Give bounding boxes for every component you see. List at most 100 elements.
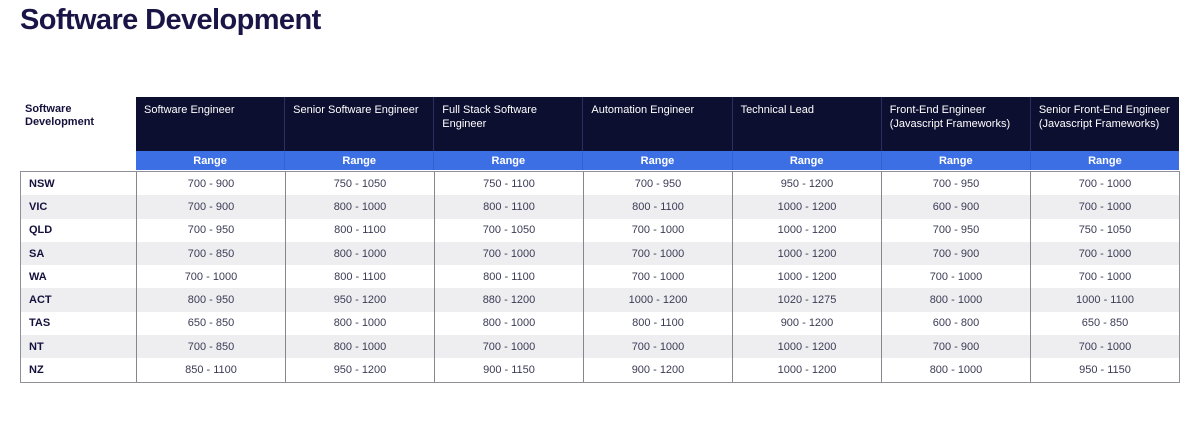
range-value-cell: 700 - 900 <box>881 335 1030 359</box>
range-subheader: Range <box>880 151 1030 170</box>
table-range-row: Range Range Range Range Range Range Range <box>20 151 1180 170</box>
region-label: QLD <box>29 224 53 237</box>
table-row: VIC 700 - 900 800 - 1000 800 - 1100 800 - 11… <box>21 195 1179 219</box>
range-value-cell: 700 - 1000 <box>1030 241 1179 266</box>
range-value-cell: 750 - 1100 <box>434 172 583 196</box>
column-header: Software Engineer <box>136 97 285 151</box>
range-value-cell: 700 - 1000 <box>583 335 732 359</box>
page-title: Software Development <box>20 4 321 36</box>
region-label: SA <box>29 247 45 260</box>
range-value-cell: 950 - 1200 <box>285 358 434 382</box>
range-value-cell: 600 - 800 <box>881 311 1030 336</box>
range-value-cell: 800 - 1100 <box>285 265 434 289</box>
table-row: ACT 800 - 950 950 - 1200 880 - 1200 1000 - 1… <box>21 288 1179 312</box>
range-value-cell: 700 - 850 <box>136 335 285 359</box>
range-value-cell: 750 - 1050 <box>285 172 434 196</box>
range-value-cell: 700 - 950 <box>583 172 732 196</box>
range-value-cell: 950 - 1200 <box>285 288 434 312</box>
range-value-cell: 800 - 1000 <box>285 311 434 336</box>
range-subheader: Range <box>433 151 583 170</box>
range-value-cell: 1000 - 1200 <box>583 288 732 312</box>
column-header: Automation Engineer <box>582 97 732 151</box>
range-value-cell: 700 - 950 <box>881 172 1030 196</box>
range-value-cell: 650 - 850 <box>1030 311 1179 336</box>
range-subheader: Range <box>731 151 881 170</box>
range-value-cell: 1000 - 1100 <box>1030 288 1179 312</box>
range-value-cell: 750 - 1050 <box>1030 218 1179 242</box>
range-value-cell: 800 - 1000 <box>285 195 434 219</box>
table-data-area: NSW 700 - 900 750 - 1050 750 - 1100 700 - 95… <box>20 171 1180 383</box>
column-header: Front-End Engineer (Javascript Framework… <box>880 97 1030 151</box>
range-value-cell: 1000 - 1200 <box>732 358 881 382</box>
range-value-cell: 800 - 1000 <box>285 241 434 266</box>
table-header-row: Software Development Software Engineer Se… <box>20 97 1180 151</box>
range-value-cell: 700 - 900 <box>881 241 1030 266</box>
range-subheader: Range <box>582 151 732 170</box>
region-label: NZ <box>29 364 44 377</box>
range-value-cell: 800 - 1100 <box>285 218 434 242</box>
region-label: NSW <box>29 177 55 190</box>
table-row: NSW 700 - 900 750 - 1050 750 - 1100 700 - 95… <box>21 172 1179 196</box>
range-value-cell: 950 - 1150 <box>1030 358 1179 382</box>
range-value-cell: 800 - 1000 <box>434 311 583 336</box>
range-value-cell: 700 - 1050 <box>434 218 583 242</box>
range-value-cell: 700 - 1000 <box>1030 172 1179 196</box>
range-value-cell: 1000 - 1200 <box>732 335 881 359</box>
region-label: ACT <box>29 294 52 307</box>
range-value-cell: 700 - 1000 <box>583 241 732 266</box>
range-value-cell: 1000 - 1200 <box>732 265 881 289</box>
range-value-cell: 600 - 900 <box>881 195 1030 219</box>
range-value-cell: 700 - 1000 <box>434 335 583 359</box>
region-label: TAS <box>29 317 51 330</box>
range-value-cell: 1020 - 1275 <box>732 288 881 312</box>
range-value-cell: 700 - 1000 <box>583 218 732 242</box>
range-value-cell: 700 - 1000 <box>434 241 583 266</box>
range-value-cell: 950 - 1200 <box>732 172 881 196</box>
salary-range-table: Software Development Software Engineer Se… <box>20 97 1180 383</box>
region-label: WA <box>29 270 47 283</box>
column-header: Senior Front-End Engineer (Javascript Fr… <box>1029 97 1179 151</box>
range-value-cell: 800 - 950 <box>136 288 285 312</box>
range-subheader: Range <box>284 151 434 170</box>
range-value-cell: 700 - 1000 <box>1030 265 1179 289</box>
range-value-cell: 800 - 1000 <box>881 288 1030 312</box>
range-value-cell: 1000 - 1200 <box>732 218 881 242</box>
range-value-cell: 800 - 1100 <box>583 311 732 336</box>
table-row: SA 700 - 850 800 - 1000 700 - 1000 700 - 100… <box>21 241 1179 266</box>
range-value-cell: 700 - 1000 <box>881 265 1030 289</box>
range-value-cell: 700 - 850 <box>136 241 285 266</box>
range-value-cell: 700 - 1000 <box>1030 195 1179 219</box>
column-header: Full Stack Software Engineer <box>433 97 583 151</box>
range-subheader: Range <box>136 151 285 170</box>
table-corner-label: Software Development <box>21 97 136 151</box>
range-value-cell: 700 - 1000 <box>1030 335 1179 359</box>
range-value-cell: 800 - 1100 <box>434 195 583 219</box>
range-value-cell: 800 - 1100 <box>434 265 583 289</box>
range-value-cell: 900 - 1200 <box>583 358 732 382</box>
range-value-cell: 800 - 1100 <box>583 195 732 219</box>
range-value-cell: 900 - 1200 <box>732 311 881 336</box>
range-value-cell: 700 - 1000 <box>136 265 285 289</box>
range-value-cell: 1000 - 1200 <box>732 241 881 266</box>
region-label: VIC <box>29 200 48 213</box>
range-value-cell: 700 - 900 <box>136 195 285 219</box>
column-header: Technical Lead <box>731 97 881 151</box>
range-value-cell: 700 - 1000 <box>583 265 732 289</box>
range-value-cell: 700 - 950 <box>881 218 1030 242</box>
range-subheader: Range <box>1029 151 1179 170</box>
range-value-cell: 880 - 1200 <box>434 288 583 312</box>
range-value-cell: 800 - 1000 <box>881 358 1030 382</box>
table-row: NT 700 - 850 800 - 1000 700 - 1000 700 - 100… <box>21 335 1179 359</box>
range-row-spacer <box>21 151 136 170</box>
range-value-cell: 900 - 1150 <box>434 358 583 382</box>
range-value-cell: 850 - 1100 <box>136 358 285 382</box>
table-row: TAS 650 - 850 800 - 1000 800 - 1000 800 - 11… <box>21 311 1179 336</box>
table-row: WA 700 - 1000 800 - 1100 800 - 1100 700 - 10… <box>21 265 1179 289</box>
range-value-cell: 650 - 850 <box>136 311 285 336</box>
range-value-cell: 700 - 900 <box>136 172 285 196</box>
column-header: Senior Software Engineer <box>284 97 434 151</box>
range-value-cell: 800 - 1000 <box>285 335 434 359</box>
table-row: NZ 850 - 1100 950 - 1200 900 - 1150 900 - 12… <box>21 358 1179 382</box>
range-value-cell: 700 - 950 <box>136 218 285 242</box>
table-row: QLD 700 - 950 800 - 1100 700 - 1050 700 - 10… <box>21 218 1179 242</box>
